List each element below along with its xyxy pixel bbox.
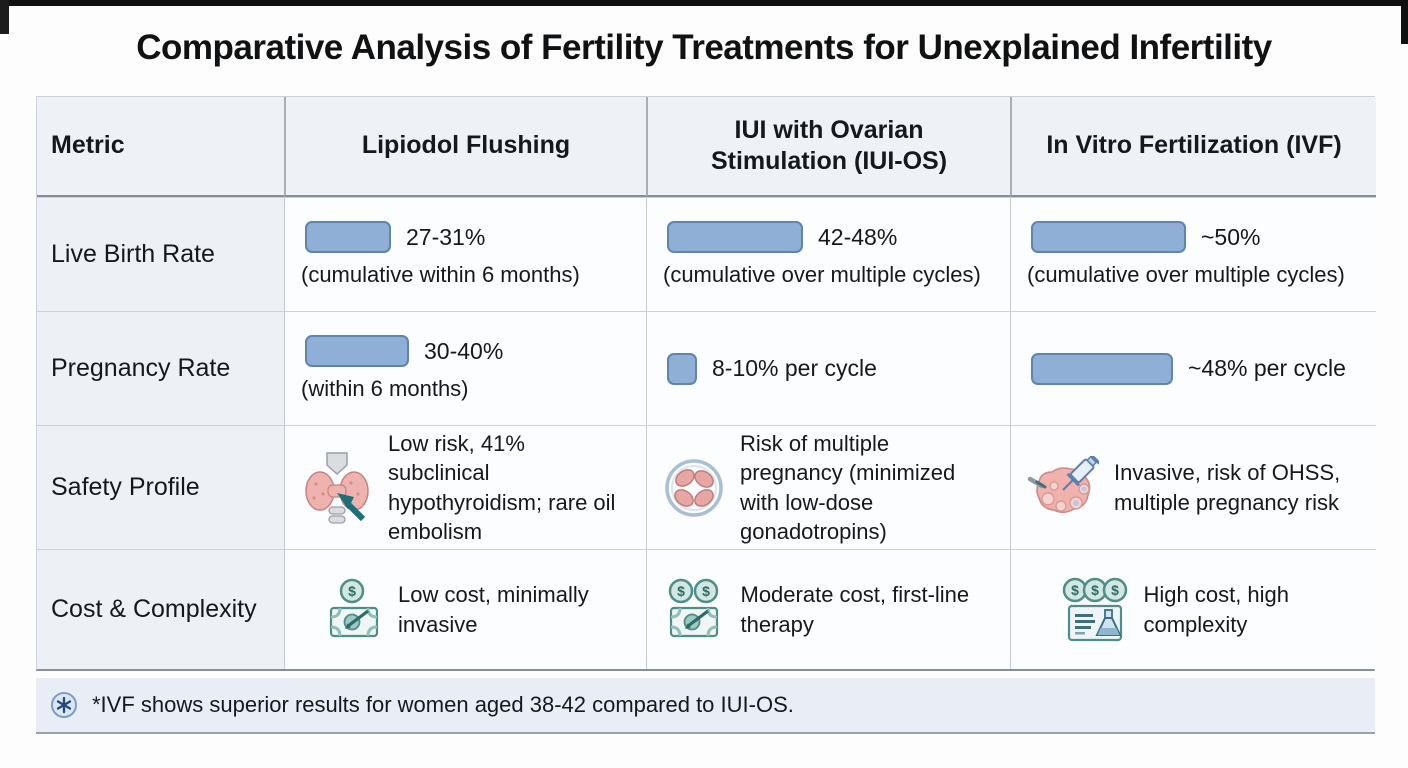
footnote-bar: *IVF shows superior results for women ag… (36, 678, 1375, 734)
row-label-live-birth-rate: Live Birth Rate (37, 197, 284, 311)
cell-pregnancy-lipiodol: 30-40% (within 6 months) (284, 311, 646, 425)
svg-text:$: $ (677, 583, 685, 599)
cell-pregnancy-iui-os: 8-10% per cycle (646, 311, 1010, 425)
footnote-text: *IVF shows superior results for women ag… (92, 692, 794, 717)
multiple-pregnancy-icon (663, 457, 725, 519)
rate-value: 42-48% (818, 223, 898, 250)
svg-text:$: $ (1111, 582, 1119, 598)
svg-text:$: $ (1071, 582, 1079, 598)
rate-note: (cumulative over multiple cycles) (1027, 262, 1345, 287)
column-header-metric: Metric (37, 97, 284, 197)
rate-bar (1031, 221, 1186, 253)
column-header-iui-os-label: IUI with Ovarian Stimulation (IUI-OS) (710, 115, 948, 175)
cell-pregnancy-ivf: ~48% per cycle (1010, 311, 1376, 425)
column-header-iui-os: IUI with Ovarian Stimulation (IUI-OS) (646, 97, 1010, 197)
row-label-safety-profile: Safety Profile (37, 425, 284, 549)
rate-value: 27-31% (406, 223, 486, 250)
rate-bar (667, 352, 697, 385)
corner-mark-left (0, 0, 9, 34)
rate-note: (cumulative over multiple cycles) (663, 262, 981, 287)
safety-text: Risk of multiple pregnancy (minimized wi… (740, 431, 956, 544)
rate-value: ~48% per cycle (1188, 355, 1346, 381)
svg-text:$: $ (1091, 582, 1099, 598)
rate-value: 30-40% (424, 337, 504, 364)
ovary-syringe-icon (1027, 455, 1099, 520)
safety-text: Low risk, 41% subclinical hypothyroidism… (388, 431, 616, 544)
comparison-table: Metric Lipiodol Flushing IUI with Ovaria… (36, 96, 1376, 671)
rate-value: ~50% (1201, 223, 1261, 250)
asterisk-icon (49, 690, 79, 720)
corner-mark-right (1401, 0, 1408, 44)
cell-cost-ivf: $ $ $ High (1010, 549, 1376, 669)
cell-cost-lipiodol: $ Low cost, minimally invasive (284, 549, 646, 669)
cell-live-birth-ivf: ~50% (cumulative over multiple cycles) (1010, 197, 1376, 311)
cell-cost-iui-os: $ $ Moderate cost, first-line t (646, 549, 1010, 669)
svg-text:$: $ (702, 583, 710, 599)
cell-safety-lipiodol: Low risk, 41% subclinical hypothyroidism… (284, 425, 646, 549)
row-label-pregnancy-rate: Pregnancy Rate (37, 311, 284, 425)
column-header-lipiodol: Lipiodol Flushing (284, 97, 646, 197)
cost-low-icon: $ (325, 578, 383, 642)
cost-text: Moderate cost, first-line therapy (740, 582, 970, 637)
cost-text: Low cost, minimally invasive (398, 582, 589, 637)
row-label-cost-complexity: Cost & Complexity (37, 549, 284, 669)
rate-note: (cumulative within 6 months) (301, 262, 580, 287)
cell-safety-ivf: Invasive, risk of OHSS, multiple pregnan… (1010, 425, 1376, 549)
cell-live-birth-lipiodol: 27-31% (cumulative within 6 months) (284, 197, 646, 311)
rate-bar (305, 221, 391, 253)
svg-text:$: $ (348, 583, 356, 599)
rate-bar (667, 221, 803, 253)
cost-moderate-icon: $ $ (664, 578, 726, 642)
top-border-line (0, 0, 1408, 6)
column-header-ivf: In Vitro Fertilization (IVF) (1010, 97, 1376, 197)
rate-note: (within 6 months) (301, 376, 469, 401)
safety-text: Invasive, risk of OHSS, multiple pregnan… (1114, 460, 1341, 515)
cell-live-birth-iui-os: 42-48% (cumulative over multiple cycles) (646, 197, 1010, 311)
rate-value: 8-10% per cycle (712, 355, 877, 381)
rate-bar (1031, 352, 1173, 385)
cell-safety-iui-os: Risk of multiple pregnancy (minimized wi… (646, 425, 1010, 549)
thyroid-icon (301, 450, 373, 526)
page-title: Comparative Analysis of Fertility Treatm… (136, 28, 1272, 67)
cost-high-icon: $ $ $ (1061, 577, 1129, 643)
cost-text: High cost, high complexity (1143, 582, 1290, 637)
rate-bar (305, 335, 409, 367)
